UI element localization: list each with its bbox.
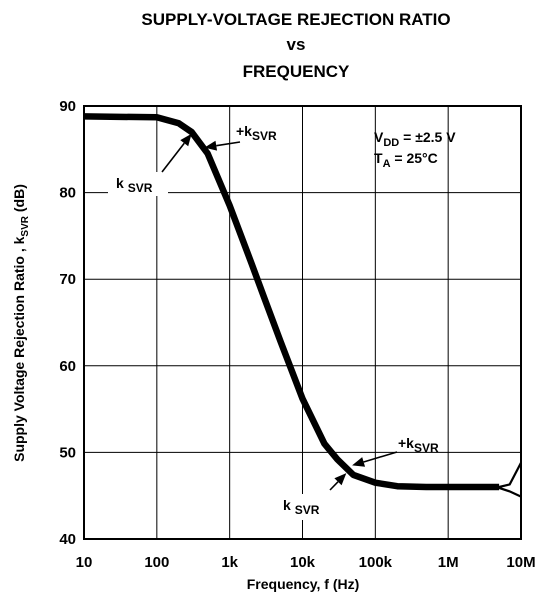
annotation-3: k SVR (275, 473, 347, 520)
x-tick-label-4: 100k (359, 554, 393, 571)
plot-frame (83, 105, 522, 540)
y-tick-label-0: 40 (59, 531, 76, 548)
x-tick-label-0: 10 (76, 554, 93, 571)
x-tick-label-6: 10M (506, 554, 535, 571)
annotation-2: +kSVR (352, 435, 439, 467)
series-curve-plus-ksvr (482, 462, 522, 489)
y-axis-label-unit: (dB) (11, 184, 27, 216)
annotation-label-2: +kSVR (398, 435, 439, 455)
y-tick-label-3: 70 (59, 271, 76, 288)
condition-1: TA = 25°C (374, 150, 438, 170)
annotation-arrow-line-3 (329, 481, 339, 491)
x-tick-labels: 10 100 1k 10k 100k 1M 10M (76, 554, 536, 571)
annotation-arrow-line-2 (363, 451, 398, 463)
annotation-label-0: +kSVR (236, 123, 277, 143)
x-axis-label: Frequency, f (Hz) (247, 576, 360, 592)
x-tick-label-3: 10k (290, 554, 316, 571)
curves (83, 113, 522, 498)
annotation-arrow-line-0 (216, 141, 241, 147)
y-tick-label-2: 60 (59, 358, 76, 375)
y-axis-label: Supply Voltage Rejection Ratio , kSVR (d… (11, 184, 31, 462)
chart-title-line-2: vs (287, 35, 306, 54)
y-axis-label-subscript: SVR (20, 215, 31, 236)
x-tick-label-5: 1M (438, 554, 459, 571)
annotation-label-3: k SVR (283, 497, 320, 517)
x-tick-label-1: 100 (144, 554, 169, 571)
series-curve-minus-ksvr (482, 485, 522, 498)
test-conditions: VDD = ±2.5 VTA = 25°C (374, 129, 456, 170)
annotations: +kSVR k SVR +kSVR k SVR (108, 123, 439, 520)
series-curve-shared (83, 113, 500, 491)
chart-title-line-3: FREQUENCY (243, 62, 350, 81)
annotation-label-1: k SVR (116, 175, 153, 195)
y-axis-label-main: Supply Voltage Rejection Ratio , k (11, 236, 27, 462)
annotation-arrow-line-1 (161, 142, 185, 173)
y-tick-labels: 40 50 60 70 80 90 (59, 98, 76, 548)
grid-lines (83, 105, 522, 540)
annotation-arrow-head-0 (204, 140, 218, 151)
y-tick-label-1: 50 (59, 444, 76, 461)
x-tick-label-2: 1k (221, 554, 238, 571)
annotation-0: +kSVR (204, 123, 277, 151)
annotation-arrow-head-3 (334, 473, 347, 486)
annotation-1: k SVR (108, 133, 192, 196)
y-tick-label-4: 80 (59, 185, 76, 202)
annotation-arrow-head-2 (352, 457, 366, 467)
condition-0: VDD = ±2.5 V (374, 129, 456, 149)
y-tick-label-5: 90 (59, 98, 76, 115)
annotation-arrow-head-1 (180, 133, 192, 147)
chart-title-line-1: SUPPLY-VOLTAGE REJECTION RATIO (141, 10, 450, 29)
